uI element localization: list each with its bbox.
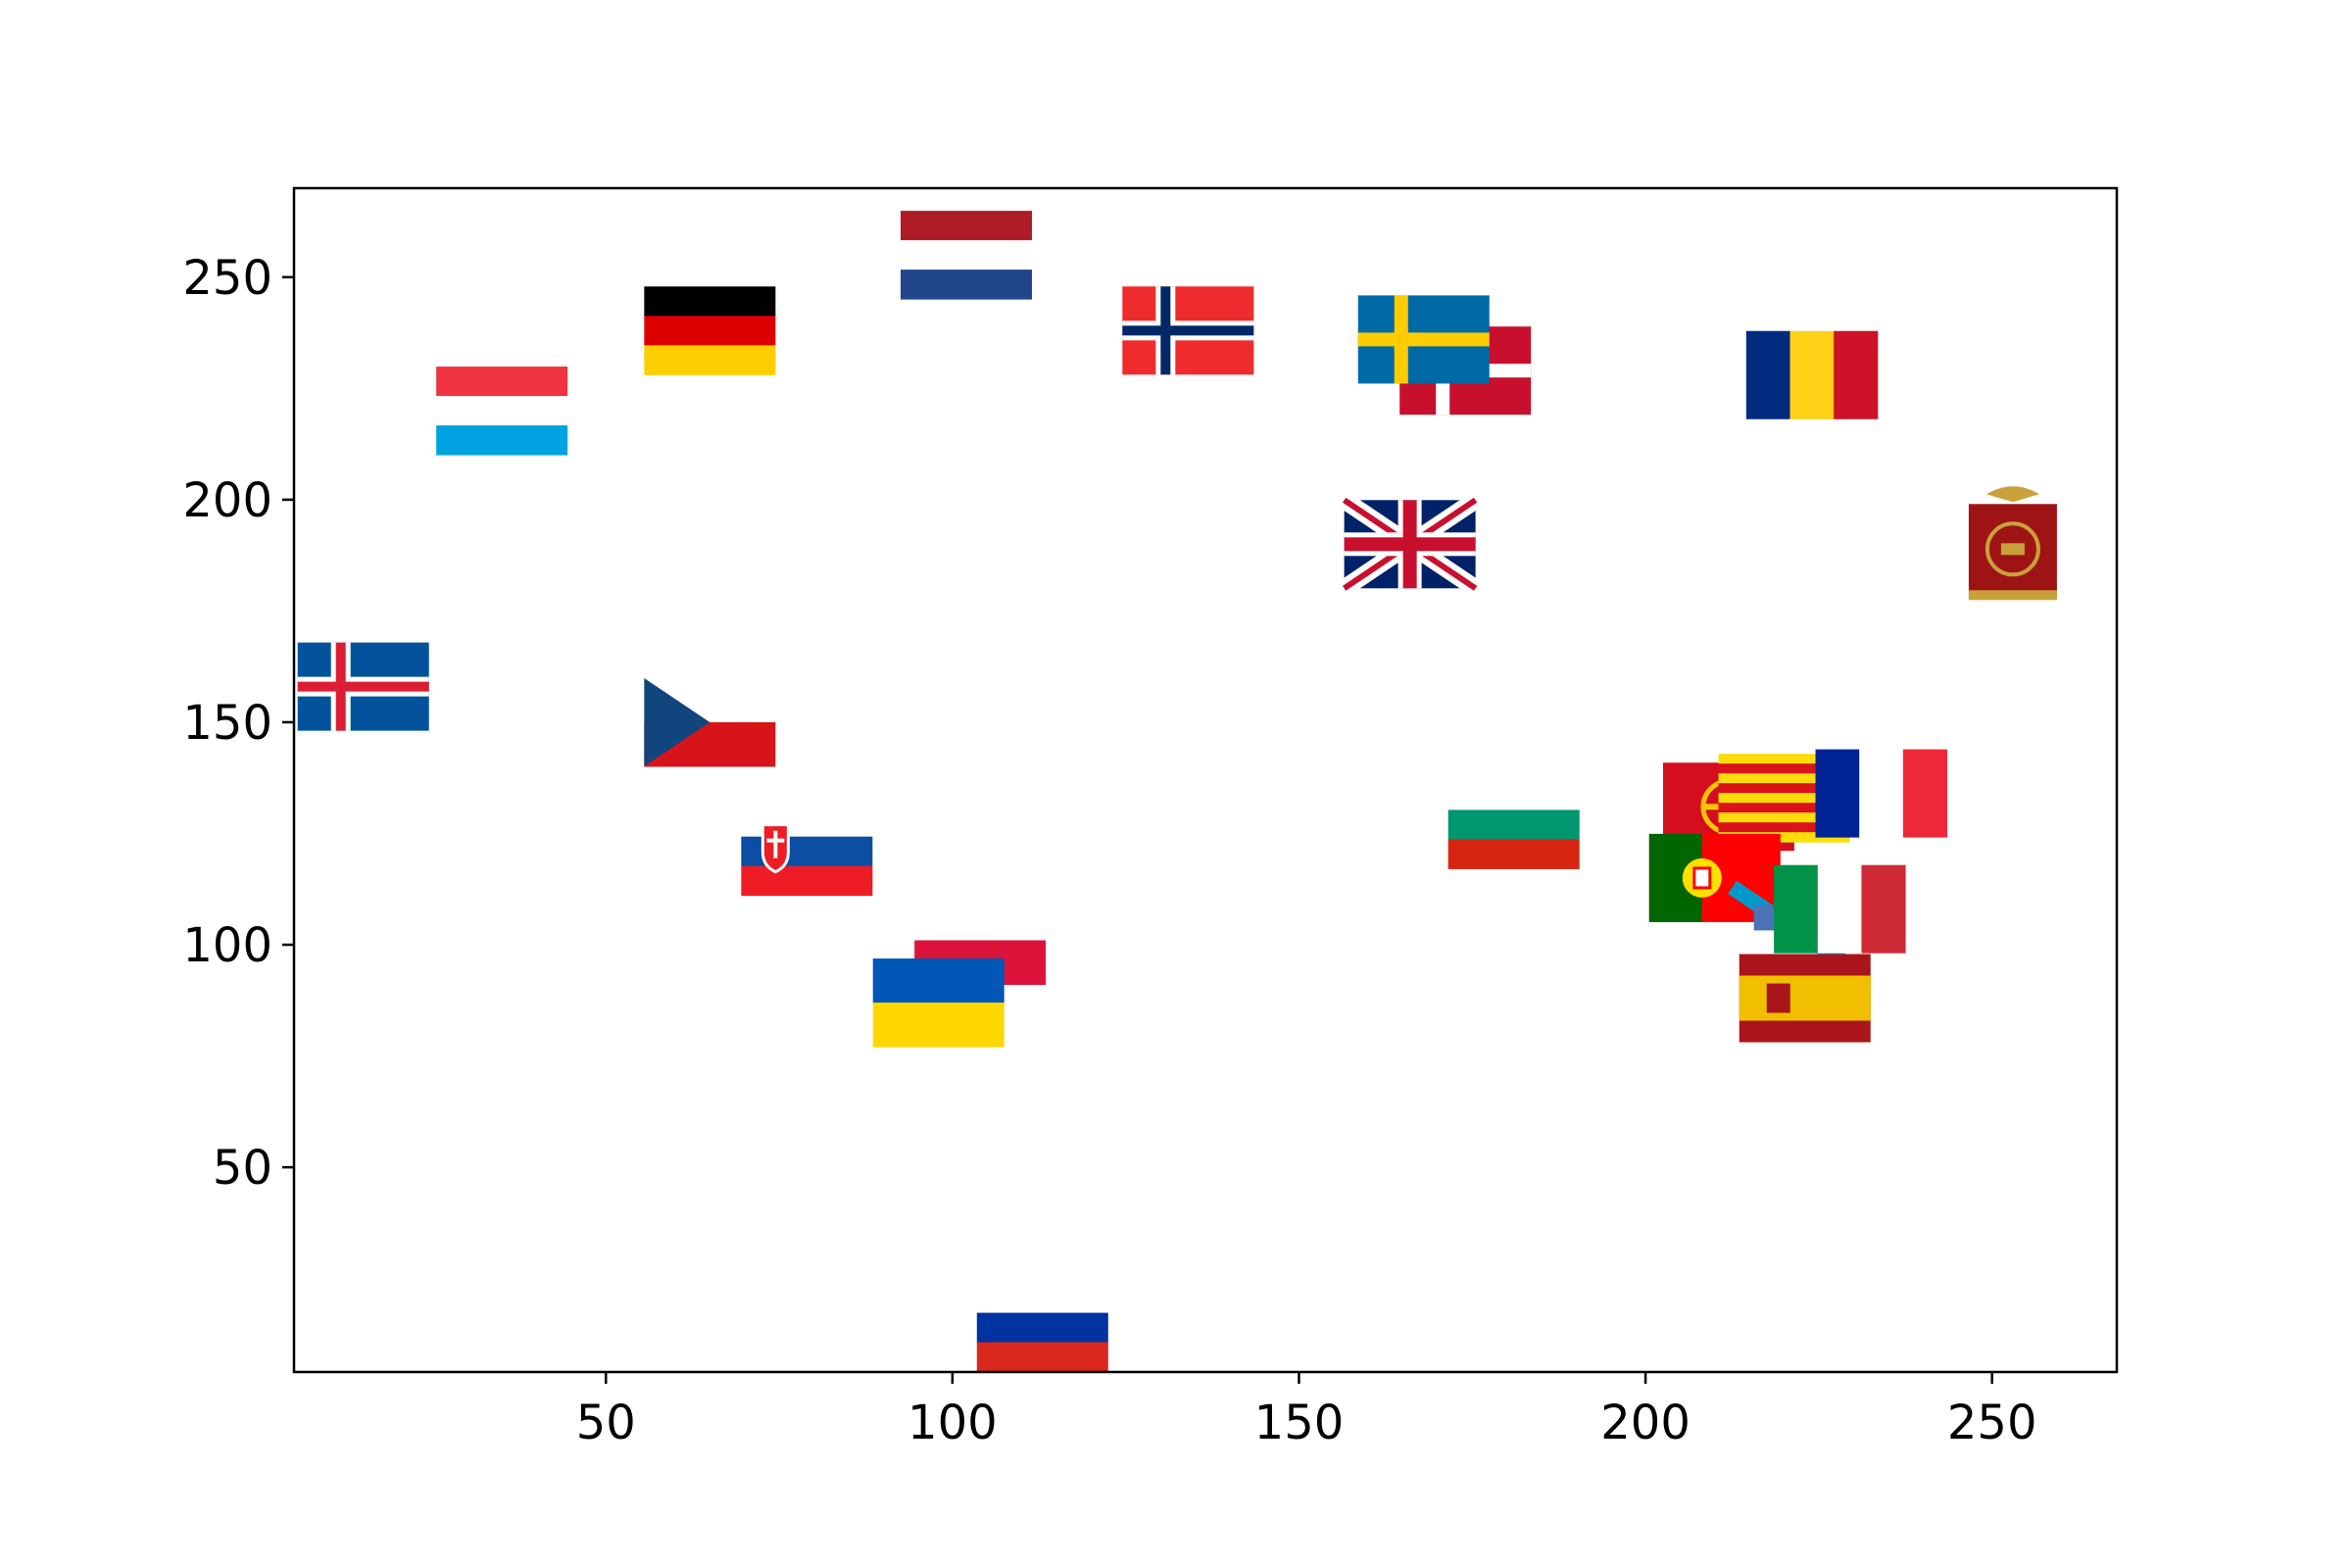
bulgaria-flag <box>1447 780 1580 869</box>
italy-flag <box>1774 864 1906 954</box>
y-tick-label: 150 <box>182 696 272 751</box>
x-tick-label: 250 <box>1947 1396 2037 1450</box>
romania-flag <box>1745 330 1879 419</box>
y-tick-label: 250 <box>182 251 272 306</box>
x-tick-label: 200 <box>1600 1396 1690 1450</box>
plot-frame <box>292 186 2119 1374</box>
y-tick-label: 50 <box>213 1141 272 1196</box>
x-tick-label: 50 <box>576 1396 636 1450</box>
luxembourg-flag <box>436 367 568 456</box>
x-axis: 50 100 150 200 250 <box>576 1372 2037 1450</box>
slovakia-flag <box>741 807 873 897</box>
x-tick-label: 150 <box>1254 1396 1345 1450</box>
spain-flag <box>1739 954 1871 1043</box>
catalonia-flag <box>1718 754 1850 843</box>
russia-flag <box>976 1283 1108 1372</box>
germany-flag <box>644 286 776 375</box>
roman-empire-vexillum <box>1968 486 2057 601</box>
y-tick-label: 100 <box>182 918 272 973</box>
ukraine-flag <box>872 958 1004 1048</box>
france-flag <box>1815 749 1948 838</box>
y-axis: 50 100 150 200 250 <box>182 251 294 1196</box>
norway-flag <box>1122 286 1254 375</box>
iceland-flag <box>297 642 429 731</box>
y-tick-label: 200 <box>182 473 272 528</box>
united-kingdom-flag <box>1339 492 1481 596</box>
czech-republic-flag <box>644 677 776 767</box>
x-tick-label: 100 <box>907 1396 998 1450</box>
flags-layer <box>297 211 2057 1372</box>
netherlands-flag <box>901 211 1033 300</box>
sweden-flag <box>1357 295 1490 384</box>
